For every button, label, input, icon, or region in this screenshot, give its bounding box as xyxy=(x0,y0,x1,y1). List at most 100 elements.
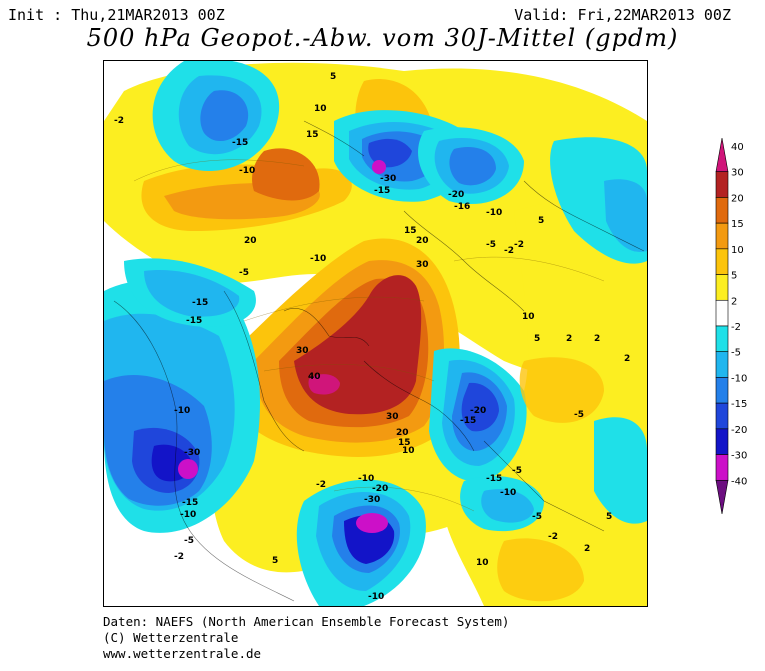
anomaly-map: -15 -10 -2 5 10 15 20 -30 -15 -20 -16 -1… xyxy=(103,60,648,607)
legend-label: -5 xyxy=(731,348,741,359)
contour-label: -10 xyxy=(310,254,326,264)
legend-swatch xyxy=(715,248,729,275)
legend-label: 40 xyxy=(731,142,744,153)
legend-label: 5 xyxy=(731,271,737,282)
contour-label: -20 xyxy=(372,484,388,494)
low-atlantic-west xyxy=(124,258,256,327)
contour-label: 10 xyxy=(314,104,327,114)
contour-label: -10 xyxy=(486,208,502,218)
contour-label: -10 xyxy=(358,474,374,484)
low-europe-north xyxy=(418,127,524,205)
low-north-america xyxy=(104,280,260,533)
contour-label: -16 xyxy=(454,202,470,212)
contour-label: 30 xyxy=(416,260,429,270)
contour-label: -5 xyxy=(574,410,584,420)
contour-label: 2 xyxy=(566,334,572,344)
contour-label: 15 xyxy=(404,226,417,236)
credits-source: Daten: NAEFS (North American Ensemble Fo… xyxy=(103,614,510,629)
credits-url: www.wetterzentrale.de xyxy=(103,646,262,661)
legend-swatch xyxy=(715,274,729,301)
low-north-pacific xyxy=(152,61,279,171)
contour-label: 10 xyxy=(476,558,489,568)
contour-label: -5 xyxy=(532,512,542,522)
legend-label: 10 xyxy=(731,245,744,256)
legend-swatch xyxy=(715,197,729,224)
contour-label: 20 xyxy=(396,428,409,438)
legend-swatch xyxy=(715,351,729,378)
contour-label: -5 xyxy=(486,240,496,250)
low-atlantic-south xyxy=(296,479,426,606)
contour-label: -2 xyxy=(174,552,184,562)
contour-label: -2 xyxy=(114,116,124,126)
contour-label: 5 xyxy=(330,72,336,82)
legend-label: -30 xyxy=(731,451,747,462)
chart-title: 500 hPa Geopot.-Abw. vom 30J-Mittel (gpd… xyxy=(86,24,679,52)
contour-label: -15 xyxy=(186,316,202,326)
color-legend: 40 30 20 15 10 5 2 -2 -5 -10 -15 -20 -30 -40 xyxy=(712,136,762,536)
legend-swatch xyxy=(715,402,729,430)
valid-time: Valid: Fri,22MAR2013 00Z xyxy=(514,6,731,24)
contour-label: -10 xyxy=(180,510,196,520)
contour-label: 30 xyxy=(296,346,309,356)
contour-label: -15 xyxy=(374,186,390,196)
low-east-asia xyxy=(550,137,647,264)
contour-label: -15 xyxy=(486,474,502,484)
contour-labels: -15 -10 -2 5 10 15 20 -30 -15 -20 -16 -1… xyxy=(114,72,630,602)
contour-label: -2 xyxy=(514,240,524,250)
contour-label: -10 xyxy=(500,488,516,498)
legend-swatch xyxy=(715,299,729,327)
contour-label: -2 xyxy=(316,480,326,490)
contour-label: 10 xyxy=(522,312,535,322)
contour-label: -15 xyxy=(192,298,208,308)
contour-label: 20 xyxy=(416,236,429,246)
legend-label: -15 xyxy=(731,399,747,410)
contour-label: -5 xyxy=(184,536,194,546)
contour-label: 40 xyxy=(308,372,321,382)
contour-label: 5 xyxy=(534,334,540,344)
legend-swatch xyxy=(715,428,729,455)
contour-label: 20 xyxy=(244,236,257,246)
contour-label: 5 xyxy=(606,512,612,522)
contour-label: 5 xyxy=(538,216,544,226)
legend-swatch xyxy=(715,171,729,198)
legend-swatch xyxy=(715,137,729,173)
contour-label: -15 xyxy=(232,138,248,148)
legend-label: -40 xyxy=(731,476,747,487)
contour-label: 15 xyxy=(398,438,411,448)
low-europe-central xyxy=(429,348,527,482)
legend-label: -2 xyxy=(731,322,741,333)
legend-label: 30 xyxy=(731,168,744,179)
legend-swatch xyxy=(715,377,729,404)
contour-label: 2 xyxy=(584,544,590,554)
anomaly-field: -15 -10 -2 5 10 15 20 -30 -15 -20 -16 -1… xyxy=(104,61,647,606)
contour-label: 15 xyxy=(306,130,319,140)
contour-label: -20 xyxy=(448,190,464,200)
legend-label: 2 xyxy=(731,296,737,307)
contour-label: 10 xyxy=(402,446,415,456)
legend-label: 20 xyxy=(731,193,744,204)
legend-label: 15 xyxy=(731,219,744,230)
contour-label: -10 xyxy=(368,592,384,602)
legend-swatch xyxy=(715,222,729,250)
contour-label: -2 xyxy=(548,532,558,542)
legend-swatch xyxy=(715,325,729,353)
contour-label: -5 xyxy=(512,466,522,476)
contour-label: -10 xyxy=(239,166,255,176)
legend-swatch xyxy=(715,454,729,481)
contour-label: 2 xyxy=(594,334,600,344)
contour-label: -30 xyxy=(364,495,380,505)
data-credits: Daten: NAEFS (North American Ensemble Fo… xyxy=(103,614,509,662)
init-time: Init : Thu,21MAR2013 00Z xyxy=(8,6,225,24)
legend-label: -10 xyxy=(731,373,747,384)
legend-swatch xyxy=(715,479,729,515)
legend-label: -20 xyxy=(731,425,747,436)
low-mediterranean xyxy=(460,476,544,532)
anomaly-magenta-core xyxy=(308,374,340,395)
contour-label: -2 xyxy=(504,246,514,256)
credits-copyright: (C) Wetterzentrale xyxy=(103,630,239,645)
contour-label: 2 xyxy=(624,354,630,364)
contour-label: -30 xyxy=(380,174,396,184)
contour-label: -20 xyxy=(470,406,486,416)
contour-label: -15 xyxy=(182,498,198,508)
contour-label: 5 xyxy=(272,556,278,566)
